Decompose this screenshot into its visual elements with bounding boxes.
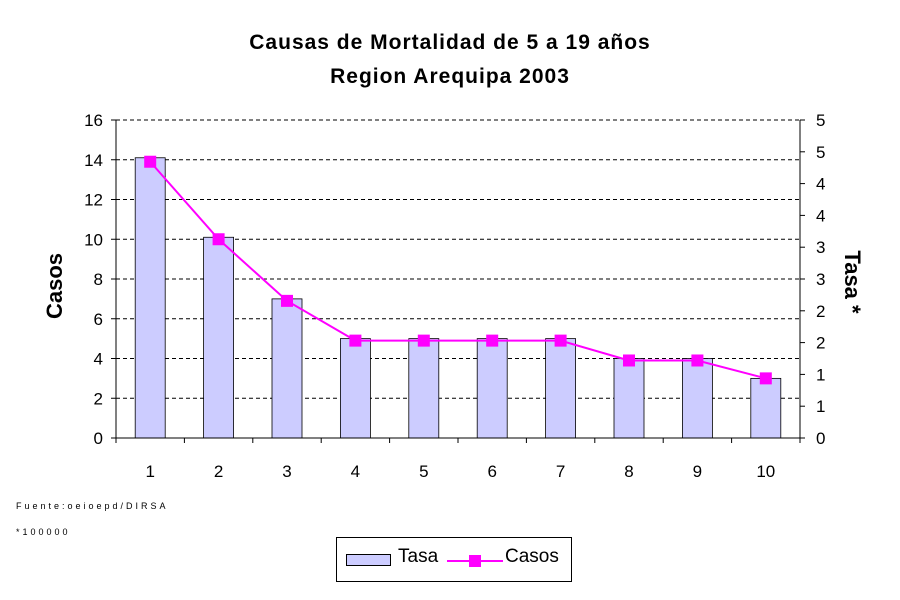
casos-point-5: [417, 334, 430, 347]
casos-point-9: [691, 354, 704, 367]
y2-tick-label: 2: [816, 334, 825, 353]
bar-3: [271, 298, 303, 439]
legend-swatch-tasa: [346, 554, 391, 566]
y-tick-label: 12: [84, 191, 103, 210]
casos-point-10: [759, 372, 772, 385]
bar-8: [613, 358, 645, 439]
y-axis-label: Casos: [42, 253, 67, 319]
casos-point-1: [144, 155, 157, 168]
bar-1: [134, 157, 166, 439]
legend-label-tasa: Tasa: [398, 546, 439, 567]
casos-point-6: [486, 334, 499, 347]
y2-tick-label: 2: [816, 302, 825, 321]
line-series: [144, 155, 772, 385]
bar-2: [203, 236, 235, 439]
legend-swatch-casos: [447, 555, 503, 567]
y2-tick-label: 5: [816, 111, 825, 130]
y2-tick-label: 3: [816, 238, 825, 257]
x-tick-label: 6: [487, 462, 496, 481]
x-tick-label: 1: [145, 462, 154, 481]
legend-label-casos: Casos: [505, 546, 559, 567]
y2-tick-label: 5: [816, 143, 825, 162]
x-tick-label: 8: [624, 462, 633, 481]
y-tick-label: 14: [84, 151, 103, 170]
y2-tick-label: 4: [816, 175, 825, 194]
x-tick-label: 3: [282, 462, 291, 481]
bar-6: [476, 338, 508, 439]
bar-10: [750, 377, 782, 439]
y-tick-label: 6: [94, 310, 103, 329]
x-tick-label: 10: [756, 462, 775, 481]
chart-title: Causas de Mortalidad de 5 a 19 años: [249, 31, 651, 54]
casos-point-2: [212, 233, 225, 246]
x-tick-label: 5: [419, 462, 428, 481]
bar-4: [339, 338, 371, 439]
y2-tick-label: 1: [816, 365, 825, 384]
source-note: Fuente:oeioepd/DIRSA: [16, 501, 169, 511]
bar-9: [682, 358, 713, 439]
y-tick-label: 0: [94, 429, 103, 448]
y2-tick-label: 1: [816, 397, 825, 416]
casos-point-7: [554, 334, 567, 347]
x-tick-label: 4: [351, 462, 360, 481]
legend: Tasa Casos: [336, 537, 572, 582]
rate-note: *100000: [16, 527, 71, 537]
y2-tick-label: 4: [816, 206, 825, 225]
casos-point-4: [349, 334, 362, 347]
y2-tick-label: 3: [816, 270, 825, 289]
bar-7: [545, 338, 576, 439]
chart-subtitle: Region Arequipa 2003: [330, 65, 570, 88]
casos-line: [149, 161, 767, 380]
y-tick-label: 16: [84, 111, 103, 130]
y-tick-label: 2: [94, 389, 103, 408]
bar-5: [408, 338, 440, 439]
y-tick-label: 8: [94, 270, 103, 289]
x-tick-label: 7: [556, 462, 565, 481]
x-tick-label: 9: [693, 462, 702, 481]
casos-point-3: [281, 294, 293, 307]
y2-tick-label: 0: [816, 429, 825, 448]
axes: [111, 119, 805, 443]
casos-point-8: [623, 354, 635, 367]
y-tick-label: 10: [84, 230, 103, 249]
y2-axis-label: Tasa *: [840, 250, 865, 314]
y-tick-label: 4: [94, 350, 103, 369]
x-tick-label: 2: [214, 462, 223, 481]
